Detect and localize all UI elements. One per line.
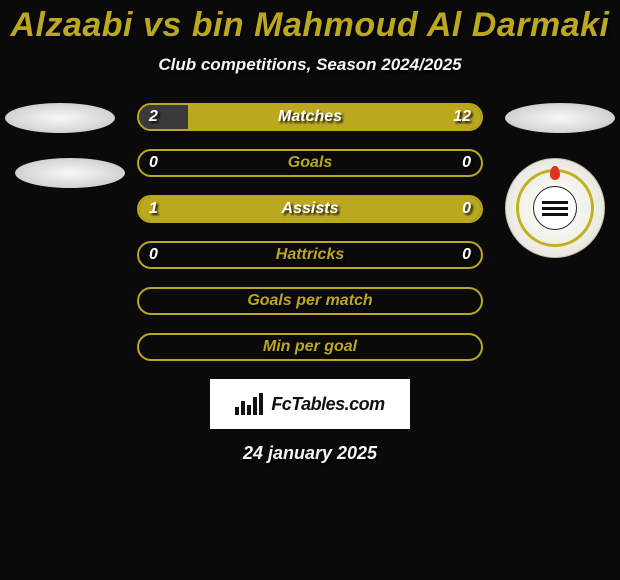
stat-label: Assists: [282, 200, 339, 218]
stat-value-right: 0: [462, 200, 471, 218]
stat-label: Goals per match: [247, 292, 372, 310]
stat-value-left: 1: [149, 200, 158, 218]
comparison-panel: 2 12 Matches 0 0 Goals 1 0 Assists 0 0 Hattricks Goa…: [0, 103, 620, 361]
stat-value-left: 2: [149, 108, 158, 126]
stat-label: Hattricks: [276, 246, 344, 264]
player-left-badge-2: [15, 158, 125, 188]
stat-value-right: 0: [462, 154, 471, 172]
stat-value-left: 0: [149, 154, 158, 172]
stat-row: Min per goal: [137, 333, 483, 361]
player-right-badge-1: [505, 103, 615, 133]
stat-value-left: 0: [149, 246, 158, 264]
stat-row: 0 0 Goals: [137, 149, 483, 177]
fctables-logo: FcTables.com: [210, 379, 410, 429]
page-title: Alzaabi vs bin Mahmoud Al Darmaki: [0, 0, 620, 45]
logo-bars-icon: [235, 393, 263, 415]
stat-label: Matches: [278, 108, 342, 126]
player-right-club-badge: [505, 158, 605, 258]
date-text: 24 january 2025: [0, 443, 620, 464]
stat-rows: 2 12 Matches 0 0 Goals 1 0 Assists 0 0 Hattricks Goa…: [137, 103, 483, 361]
player-left-badge-1: [5, 103, 115, 133]
stat-label: Min per goal: [263, 338, 357, 356]
logo-text: FcTables.com: [271, 394, 384, 415]
stat-row: 2 12 Matches: [137, 103, 483, 131]
stat-value-right: 12: [453, 108, 471, 126]
stat-row: Goals per match: [137, 287, 483, 315]
stat-value-right: 0: [462, 246, 471, 264]
page-subtitle: Club competitions, Season 2024/2025: [0, 55, 620, 75]
stat-row: 1 0 Assists: [137, 195, 483, 223]
stat-row: 0 0 Hattricks: [137, 241, 483, 269]
stat-label: Goals: [288, 154, 332, 172]
